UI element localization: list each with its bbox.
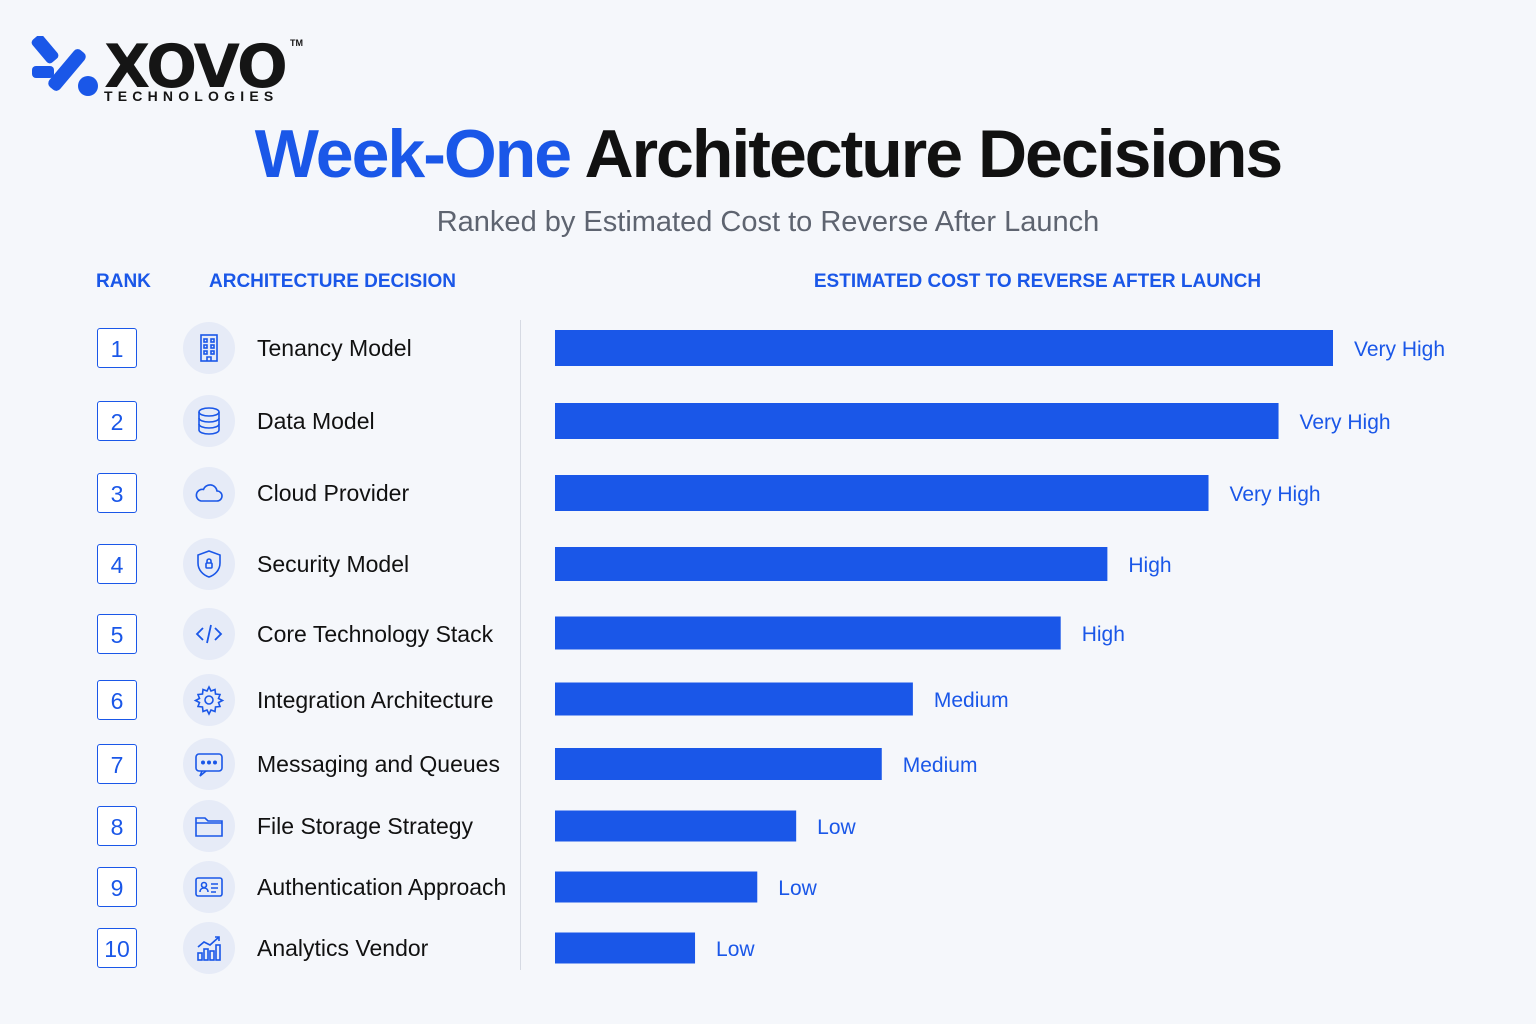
rank-badge: 2 [97, 401, 137, 441]
column-divider [520, 320, 521, 970]
code-icon [183, 608, 235, 660]
bar-value-label: High [1082, 623, 1125, 646]
rank-badge: 10 [97, 928, 137, 968]
decision-column-header: ARCHITECTURE DECISION [209, 271, 457, 292]
rank-badge: 5 [97, 614, 137, 654]
bar-3 [555, 475, 1209, 511]
bar-value-label: Very High [1230, 483, 1321, 506]
company-logo: XOVO TM TECHNOLOGIES [30, 32, 320, 106]
logo-tagline: TECHNOLOGIES [104, 88, 279, 104]
gear-icon [183, 674, 235, 726]
rank-badge: 9 [97, 867, 137, 907]
bar-5 [555, 616, 1061, 650]
bar-value-label: High [1128, 554, 1171, 577]
rank-column-header: RANK [96, 271, 151, 292]
decision-label: Tenancy Model [257, 335, 412, 361]
decision-label: Cloud Provider [257, 480, 410, 506]
bar-10 [555, 932, 696, 964]
bar-value-label: Low [817, 816, 856, 839]
decision-label: File Storage Strategy [257, 813, 474, 839]
cloud-icon [183, 467, 235, 519]
logo-wordmark: XOVO [104, 32, 288, 102]
logo-trademark: TM [290, 38, 303, 48]
bar-value-label: Low [716, 938, 755, 961]
title-rest: Architecture Decisions [584, 116, 1283, 192]
rank-badge: 3 [97, 473, 137, 513]
bar-6 [555, 682, 913, 716]
decision-label: Analytics Vendor [257, 935, 429, 961]
bar-7 [555, 748, 882, 780]
decision-label: Integration Architecture [257, 687, 494, 713]
bar-1 [555, 330, 1333, 366]
rank-badge: 4 [97, 544, 137, 584]
logo-mark-icon [31, 36, 98, 96]
rank-badge: 8 [97, 806, 137, 846]
bar-value-label: Very High [1354, 338, 1445, 361]
rank-badge: 1 [97, 328, 137, 368]
database-icon [183, 395, 235, 447]
chart-subtitle: Ranked by Estimated Cost to Reverse Afte… [436, 206, 1100, 238]
bar-4 [555, 547, 1108, 581]
bar-value-label: Medium [934, 689, 1009, 712]
decision-label: Messaging and Queues [257, 751, 500, 777]
bar-2 [555, 403, 1279, 439]
id-card-icon [183, 861, 235, 913]
cost-column-header: ESTIMATED COST TO REVERSE AFTER LAUNCH [813, 271, 1262, 292]
shield-lock-icon [183, 538, 235, 590]
bar-8 [555, 810, 797, 842]
folder-icon [183, 800, 235, 852]
decision-label: Core Technology Stack [257, 621, 494, 647]
analytics-icon [183, 922, 235, 974]
rank-badge: 6 [97, 680, 137, 720]
decision-label: Security Model [257, 551, 410, 577]
decision-label: Data Model [257, 408, 375, 434]
bar-9 [555, 871, 758, 903]
title-accent: Week-One [254, 116, 572, 192]
chart-title: Week-One Architecture Decisions [0, 112, 1536, 196]
bar-value-label: Medium [903, 754, 978, 777]
rank-badge: 7 [97, 744, 137, 784]
building-icon [183, 322, 235, 374]
bar-value-label: Low [778, 877, 817, 900]
decision-label: Authentication Approach [257, 874, 507, 900]
chat-icon [183, 738, 235, 790]
bar-value-label: Very High [1300, 411, 1391, 434]
